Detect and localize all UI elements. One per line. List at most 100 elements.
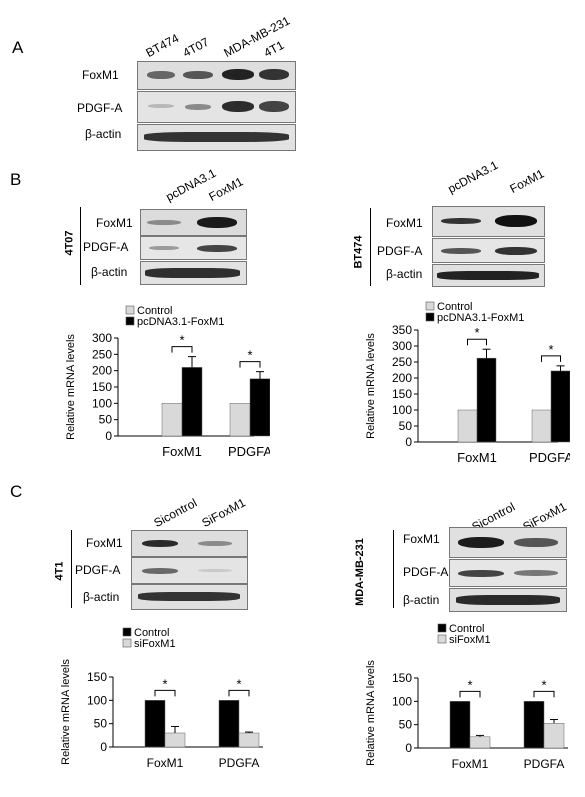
x-tick-label: PDGFA	[228, 444, 270, 459]
row-label-pdgfa: PDGF-A	[377, 244, 423, 258]
western-blot-actin	[449, 588, 567, 612]
bar	[229, 403, 251, 437]
y-axis-label: Relative mRNA levels	[365, 333, 377, 439]
significance-bracket	[171, 346, 193, 353]
lane-label: Sicontrol	[151, 495, 200, 530]
bar	[469, 736, 491, 749]
western-blot-pdgfa	[140, 236, 247, 260]
bar	[238, 732, 260, 748]
bar	[181, 367, 203, 437]
significance-star: *	[467, 677, 472, 692]
legend-swatch	[437, 634, 447, 644]
x-tick-label: PDGFA	[524, 757, 565, 771]
y-tick-label: 300	[92, 331, 112, 345]
western-blot-actin	[131, 584, 248, 610]
significance-bracket	[541, 355, 561, 362]
legend-label: Control	[134, 627, 169, 639]
bar-chart-bt474-mrna: 0 50 100 150 200 250 300 350 Relative mRNA level…	[365, 301, 570, 465]
significance-bracket	[533, 690, 555, 698]
y-tick-label: 250	[392, 355, 412, 369]
legend-swatch	[425, 312, 435, 322]
legend-swatch	[125, 305, 135, 315]
bar	[523, 701, 545, 749]
x-tick-label: FoxM1	[147, 756, 184, 770]
y-tick-label: 350	[392, 323, 412, 337]
bar	[476, 357, 497, 443]
lane-label: 4T1	[261, 37, 287, 60]
lane-label: SiFoxM1	[199, 495, 248, 530]
bar	[457, 409, 478, 443]
cell-line-label: BT474	[353, 235, 365, 269]
x-tick-label: PDGFA	[219, 756, 260, 770]
row-label-pdgfa: PDGF-A	[403, 565, 449, 579]
legend-swatch	[122, 627, 132, 637]
bar	[164, 732, 186, 748]
y-tick-label: 250	[92, 347, 112, 361]
cell-line-label: MDA-MB-231	[354, 538, 366, 606]
legend-swatch	[437, 623, 447, 633]
significance-star: *	[179, 333, 184, 348]
lane-label: 4T07	[180, 34, 212, 60]
western-blot-foxm1	[432, 206, 545, 237]
y-tick-label: 100	[92, 396, 112, 410]
legend-label: siFoxM1	[449, 634, 491, 646]
significance-star: *	[541, 677, 546, 692]
legend-swatch	[122, 638, 132, 648]
legend-label: pcDNA3.1-FoxM1	[137, 316, 224, 328]
bar	[449, 701, 471, 749]
row-label-actin: β-actin	[91, 265, 128, 279]
significance-bracket	[467, 338, 487, 346]
y-tick-label: 100	[87, 693, 107, 707]
western-blot-foxm1	[137, 61, 296, 90]
y-tick-label: 0	[405, 741, 412, 755]
legend-label: Control	[137, 305, 172, 317]
western-blot-foxm1	[449, 527, 567, 558]
western-blot-pdgfa	[449, 559, 567, 587]
western-blot-foxm1	[140, 209, 247, 236]
bar-chart-4t1-mrna: 0 50 100 150 Relative mRNA levels ControlsiFo…	[60, 627, 263, 770]
bar-chart-mdamb231-mrna: 0 50 100 150 Relative mRNA levels ControlsiFo…	[365, 623, 568, 771]
bar	[218, 700, 240, 748]
y-tick-label: 150	[392, 387, 412, 401]
row-label-actin: β-actin	[386, 267, 423, 281]
significance-star: *	[162, 676, 167, 691]
row-label-foxm1: FoxM1	[386, 216, 423, 230]
legend-label: siFoxM1	[134, 638, 176, 650]
bar-chart-4t07-mrna: 0 50 100 150 200 250 300 Relative mRNA levels Co…	[65, 305, 270, 459]
x-tick-label: FoxM1	[452, 757, 489, 771]
western-blot-pdgfa	[137, 91, 296, 123]
y-tick-label: 0	[100, 740, 107, 754]
cell-line-label: 4T07	[64, 230, 77, 256]
divider	[80, 207, 81, 285]
y-tick-label: 300	[392, 339, 412, 353]
y-tick-label: 150	[392, 671, 412, 685]
panel-b-letter: B	[10, 170, 22, 189]
bar	[144, 700, 166, 748]
significance-star: *	[236, 676, 241, 691]
y-axis-label: Relative mRNA levels	[60, 659, 72, 765]
significance-bracket	[459, 690, 481, 698]
row-label-pdgfa: PDGF-A	[83, 240, 129, 254]
y-tick-label: 200	[392, 371, 412, 385]
row-label-foxm1: FoxM1	[82, 68, 119, 82]
significance-bracket	[154, 689, 176, 697]
y-tick-label: 150	[87, 670, 107, 684]
divider	[393, 530, 394, 608]
bar	[249, 378, 270, 437]
divider	[370, 208, 371, 286]
significance-star: *	[474, 325, 479, 340]
western-blot-foxm1	[131, 530, 248, 557]
y-tick-label: 100	[392, 403, 412, 417]
bar	[543, 723, 565, 749]
y-axis-label: Relative mRNA levels	[365, 660, 377, 766]
cell-line-label: 4T1	[53, 561, 65, 581]
significance-bracket	[239, 361, 261, 368]
legend-label: Control	[437, 301, 472, 313]
bar	[161, 403, 183, 437]
row-label-actin: β-actin	[403, 593, 440, 607]
y-tick-label: 150	[92, 380, 112, 394]
divider	[71, 530, 72, 608]
western-blot-pdgfa	[432, 238, 545, 263]
western-blot-actin	[140, 261, 247, 285]
y-tick-label: 50	[94, 717, 108, 731]
